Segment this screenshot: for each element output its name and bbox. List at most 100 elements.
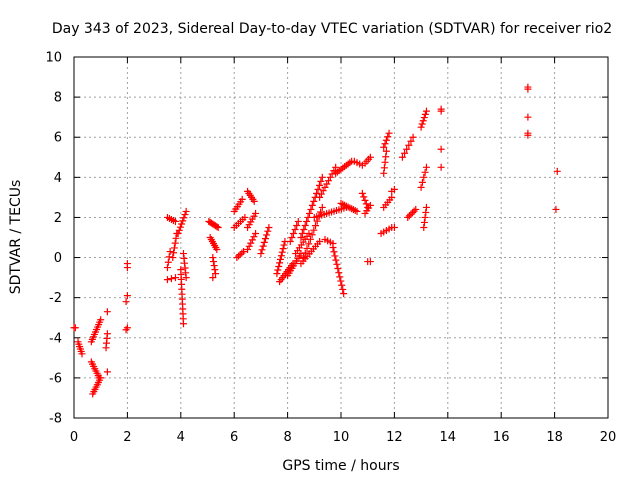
data-point [274, 266, 282, 274]
data-point [405, 212, 413, 220]
data-point [308, 201, 316, 209]
data-point [298, 229, 306, 237]
data-point [437, 105, 445, 113]
data-point [294, 217, 302, 225]
data-point [380, 169, 388, 177]
y-tick-label: 2 [54, 211, 62, 226]
data-point [179, 320, 187, 328]
data-point [333, 260, 341, 268]
data-point [304, 213, 312, 221]
data-point [165, 253, 173, 261]
data-point [171, 274, 179, 282]
data-point [103, 368, 111, 376]
data-point [398, 153, 406, 161]
data-point [171, 239, 179, 247]
data-point [422, 203, 430, 211]
data-point [252, 229, 260, 237]
data-point [213, 246, 221, 254]
data-point [422, 163, 430, 171]
data-point [179, 217, 187, 225]
data-point [209, 254, 217, 262]
y-axis-ticks: -8 -6 -4 -2 0 2 4 6 8 10 [45, 51, 608, 427]
data-point [366, 153, 374, 161]
data-point [235, 252, 243, 260]
data-point [421, 168, 429, 176]
data-point [382, 147, 390, 155]
data-point [247, 239, 255, 247]
y-tick-label: 8 [54, 91, 62, 106]
data-point [407, 137, 415, 145]
data-point [163, 264, 171, 272]
x-tick-label: 4 [177, 430, 185, 445]
data-point [524, 113, 532, 121]
x-tick-label: 6 [230, 430, 238, 445]
data-point [182, 207, 190, 215]
data-point [97, 316, 105, 324]
y-tick-label: 0 [54, 251, 62, 266]
data-point [337, 277, 345, 285]
data-point [380, 143, 388, 151]
data-point [259, 242, 267, 250]
data-point [308, 231, 316, 239]
x-tick-label: 2 [123, 430, 131, 445]
data-point [422, 107, 430, 115]
data-point [390, 223, 398, 231]
data-point [236, 251, 244, 259]
data-point [276, 259, 284, 267]
data-point [332, 256, 340, 264]
data-point [420, 173, 428, 181]
data-point [263, 231, 271, 239]
data-point [213, 223, 221, 231]
data-point [317, 208, 325, 216]
data-point [353, 207, 361, 215]
data-point [315, 181, 323, 189]
data-point [401, 149, 409, 157]
data-point [276, 255, 284, 263]
data-point [437, 163, 445, 171]
data-point [264, 227, 272, 235]
data-point [362, 200, 370, 208]
data-point [123, 292, 131, 300]
data-point [278, 248, 286, 256]
data-point [78, 350, 86, 358]
data-point [325, 177, 333, 185]
y-tick-label: -4 [49, 331, 62, 346]
x-tick-label: 10 [333, 430, 350, 445]
data-point [340, 290, 348, 298]
data-point [297, 234, 305, 241]
data-point [330, 248, 338, 256]
data-point [170, 249, 178, 257]
data-point [178, 220, 186, 228]
data-point [319, 187, 327, 195]
data-point [257, 250, 265, 258]
data-point [338, 281, 346, 289]
data-point [103, 330, 111, 338]
data-point [303, 217, 311, 225]
chart-title: Day 343 of 2023, Sidereal Day-to-day VTE… [52, 21, 612, 37]
data-point [524, 83, 532, 91]
data-point [258, 246, 266, 254]
x-tick-label: 14 [440, 430, 457, 445]
data-point [418, 120, 426, 128]
data-point [164, 258, 172, 266]
data-point [310, 226, 318, 234]
data-point [314, 185, 322, 193]
data-point [382, 136, 390, 144]
data-point [312, 222, 320, 230]
data-point [417, 183, 425, 191]
data-point [305, 240, 313, 248]
data-point [172, 234, 180, 242]
data-point [170, 244, 178, 252]
data-point [313, 189, 321, 197]
data-point [123, 260, 131, 268]
x-tick-label: 20 [600, 430, 617, 445]
data-point [306, 235, 314, 243]
data-point [437, 145, 445, 153]
data-point [358, 189, 366, 197]
data-point [250, 197, 258, 205]
data-point [245, 242, 253, 250]
data-point [360, 193, 368, 201]
data-point [366, 258, 374, 266]
data-point [280, 241, 288, 249]
data-point [361, 196, 369, 204]
